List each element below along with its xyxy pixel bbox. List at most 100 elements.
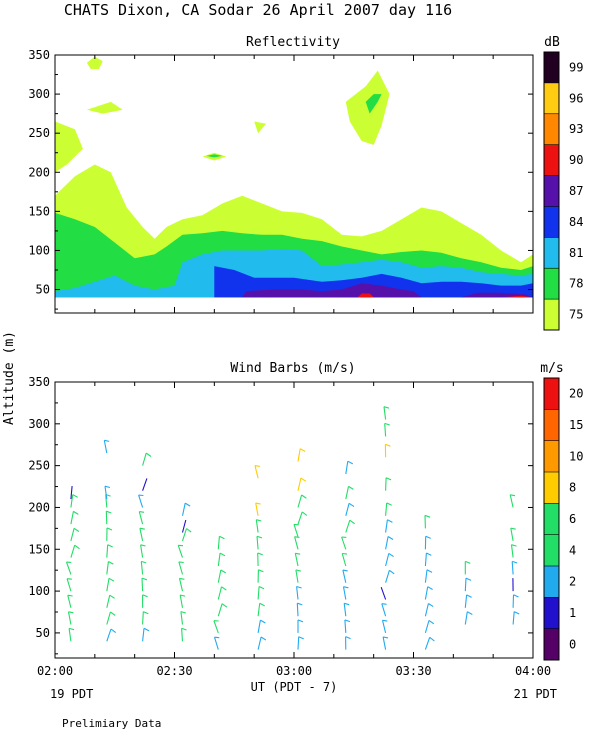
wind-barb <box>217 603 228 617</box>
wind-barb <box>181 502 191 516</box>
wind-barb-flag <box>72 494 78 498</box>
wind-barb-flag <box>259 602 265 607</box>
wind-barb-shaft <box>106 578 110 592</box>
wind-barb <box>142 594 148 608</box>
wind-barb-flag <box>467 611 473 615</box>
wind-barb-shaft <box>213 637 219 650</box>
wind-barb-flag <box>67 578 72 580</box>
wind-barb-flag <box>389 569 395 575</box>
wind-colorbar-swatch <box>544 440 559 472</box>
wind-barb-shaft <box>257 620 261 633</box>
wind-barb-flag <box>256 535 263 539</box>
reflectivity-contours <box>55 56 534 298</box>
wind-barb-shaft <box>424 620 430 634</box>
reflectivity-colorbar-tick-label: 75 <box>569 308 583 322</box>
wind-barb-shaft <box>510 528 514 541</box>
wind-barb-flag <box>106 527 113 531</box>
wind-barb-flag <box>139 527 145 530</box>
wind-barb-flag <box>214 636 220 639</box>
wind-barb-shaft <box>140 544 144 558</box>
wind-barb <box>345 636 351 650</box>
wind-barb-shaft <box>424 603 429 617</box>
wind-barb-flag <box>348 502 355 508</box>
wind-barbs-panel: Wind Barbs (m/s) 5010015020025030035002:… <box>28 361 583 678</box>
wind-barb-flag <box>143 611 149 615</box>
wind-barb-shaft <box>68 628 72 642</box>
wind-barb <box>106 577 115 592</box>
wind-barb-shaft <box>106 628 112 642</box>
wind-barb <box>70 527 80 542</box>
reflectivity-region-78db <box>206 154 223 158</box>
wind-barb-shaft <box>509 494 514 508</box>
wind-barb-marks <box>65 406 520 650</box>
reflectivity-colorbar-swatch <box>544 144 559 176</box>
wind-barb <box>464 611 473 625</box>
wind-barb <box>256 535 263 550</box>
wind-barb-flag <box>427 586 433 590</box>
wind-barb <box>181 519 187 533</box>
wind-barb <box>139 527 145 542</box>
wind-barb-shaft <box>342 586 347 600</box>
wind-barb <box>178 577 185 592</box>
wind-y-tick-label: 200 <box>28 500 50 514</box>
wind-barb-flag <box>108 577 115 582</box>
reflectivity-colorbar-swatch <box>544 52 559 83</box>
wind-barb-flag <box>342 552 348 555</box>
wind-barb <box>511 560 518 575</box>
wind-barb <box>382 636 389 650</box>
wind-barb <box>295 569 302 583</box>
wind-barb <box>297 636 304 650</box>
wind-barb <box>341 536 347 550</box>
wind-barb <box>255 502 261 516</box>
wind-colorbar-swatch <box>544 597 559 629</box>
wind-barb-flag <box>510 527 516 530</box>
wind-barb <box>297 477 307 491</box>
wind-barb <box>257 636 267 650</box>
wind-barb <box>179 594 186 608</box>
wind-barb-flag <box>426 552 432 556</box>
wind-barb-shaft <box>106 561 109 575</box>
wind-barb-shaft <box>297 636 300 650</box>
wind-barb-shaft <box>297 511 303 525</box>
wind-barb-flag <box>68 611 74 614</box>
wind-barb <box>343 602 350 617</box>
wind-barb-flag <box>342 569 348 572</box>
wind-barb-flag <box>258 586 265 590</box>
reflectivity-colorbar-swatch <box>544 175 559 207</box>
wind-barb <box>464 577 472 592</box>
reflectivity-colorbar-tick-label: 93 <box>569 122 583 136</box>
wind-colorbar-tick-label: 2 <box>569 575 576 589</box>
wind-barb-shaft <box>255 502 259 516</box>
wind-barb-flag <box>428 619 435 625</box>
wind-barb-flag <box>109 594 115 599</box>
wind-barb <box>512 611 520 625</box>
wind-barb-shaft <box>217 603 223 617</box>
wind-barb-shaft <box>257 636 262 650</box>
reflectivity-colorbar-tick-label: 87 <box>569 184 583 198</box>
preliminary-data-note: Prelimiary Data <box>62 717 161 730</box>
wind-barb-flag <box>294 536 300 538</box>
reflectivity-colorbar-swatch <box>544 206 559 238</box>
wind-barb <box>142 611 149 625</box>
wind-barb-shaft <box>70 486 73 500</box>
wind-barb <box>213 620 219 634</box>
reflectivity-colorbar-tick-label: 96 <box>569 91 583 105</box>
wind-barb <box>217 552 226 567</box>
wind-barb-shaft <box>178 561 184 575</box>
wind-barb-shaft <box>67 595 72 608</box>
wind-barb-flag <box>297 602 303 606</box>
wind-barb <box>381 603 387 617</box>
wind-barb-flag <box>108 561 114 565</box>
wind-barb-shaft <box>105 494 108 508</box>
wind-barb <box>464 560 471 575</box>
wind-barb-shaft <box>345 486 350 500</box>
wind-barb-flag <box>343 586 349 589</box>
wind-barb <box>142 627 150 642</box>
wind-barb-shaft <box>141 578 144 592</box>
wind-barb-flag <box>221 603 228 608</box>
reflectivity-colorbar-tick-label: 90 <box>569 153 583 167</box>
wind-barb-flag <box>512 560 518 564</box>
wind-colorbar-swatch <box>544 534 559 566</box>
wind-barb <box>464 594 472 608</box>
reflectivity-colorbar-swatch <box>544 299 559 330</box>
